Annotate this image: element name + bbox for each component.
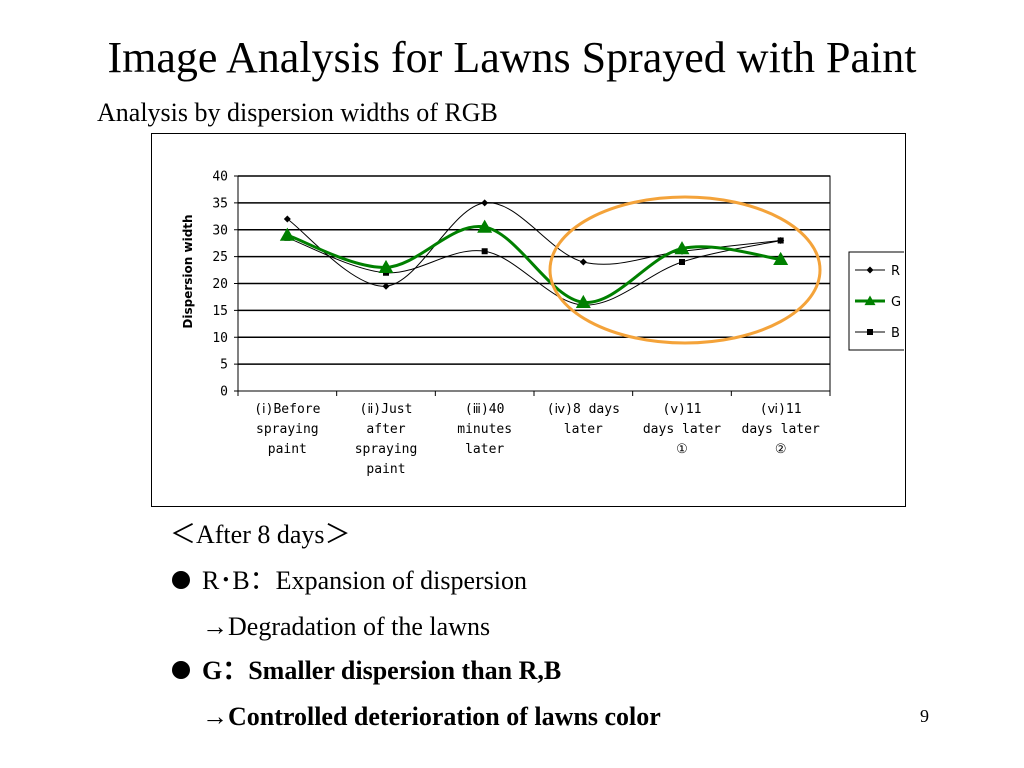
- data-point: [575, 294, 591, 308]
- bullet-item-rb: R･B：Expansion of dispersion: [172, 564, 527, 598]
- y-tick-label: 5: [220, 358, 228, 373]
- y-axis-label: Dispersion width: [181, 214, 195, 328]
- data-point: [674, 241, 690, 255]
- x-tick-label: (ⅳ)8 days later: [547, 402, 620, 437]
- y-tick-label: 40: [212, 170, 228, 185]
- bullet-heading: ＜After 8 days＞: [170, 520, 351, 549]
- highlight-ellipse: [548, 195, 822, 345]
- bullet-text: R･B：Expansion of dispersion: [202, 566, 527, 595]
- page-number: 9: [920, 706, 929, 726]
- y-tick-labels: 0 5 10 15 20 25 30 35 40: [212, 170, 228, 400]
- bullet-dot-icon: [172, 571, 190, 589]
- data-point: [579, 258, 587, 266]
- y-tick-label: 20: [212, 277, 228, 292]
- data-point: [382, 282, 390, 290]
- y-tick-label: 0: [220, 385, 228, 400]
- x-tick-labels: (ⅰ)Before spraying paint (ⅱ)Just after sprayi…: [254, 402, 820, 477]
- x-tick-label: (ⅲ)40 minutes later: [457, 402, 512, 457]
- bullet-text: G：Smaller dispersion than R,B: [202, 656, 562, 685]
- data-point: [777, 237, 784, 244]
- x-tick-label: (ⅴ)11 days later ①: [643, 402, 721, 457]
- y-tick-label: 35: [212, 196, 228, 211]
- legend: R G B: [848, 251, 904, 351]
- bullet-subtext: →Controlled deterioration of lawns color: [202, 702, 661, 731]
- bullet-dot-icon: [172, 661, 190, 679]
- series-lines: [279, 199, 789, 308]
- data-point: [864, 295, 876, 306]
- x-tick-label: (ⅱ)Just after spraying paint: [355, 402, 418, 477]
- x-tick-label: (ⅵ)11 days later ②: [742, 402, 820, 457]
- x-tick-label: (ⅰ)Before spraying paint: [254, 402, 320, 457]
- slide-subtitle: Analysis by dispersion widths of RGB: [97, 98, 498, 127]
- data-point: [867, 329, 873, 335]
- y-tick-label: 15: [212, 304, 228, 319]
- data-point: [283, 215, 291, 223]
- slide-title: Image Analysis for Lawns Sprayed with Pa…: [107, 33, 917, 82]
- data-point: [378, 259, 394, 273]
- data-point: [481, 199, 489, 207]
- data-point: [279, 227, 295, 241]
- data-point: [679, 259, 685, 265]
- chart-frame: 0 5 10 15 20 25 30 35 40 (ⅰ)Before spraying paint(…: [151, 133, 906, 507]
- y-tick-label: 25: [212, 250, 228, 265]
- y-tick-label: 30: [212, 223, 228, 238]
- legend-label: B: [891, 326, 900, 341]
- data-point: [481, 248, 488, 255]
- legend-label: R: [891, 264, 900, 279]
- data-point: [773, 251, 789, 265]
- series-line-b: [287, 237, 781, 306]
- data-point: [477, 219, 493, 233]
- data-point: [866, 266, 874, 274]
- bullet-subtext: →Degradation of the lawns: [202, 612, 491, 641]
- highlight-ellipse-shape: [548, 195, 822, 345]
- y-tick-label: 10: [212, 331, 228, 346]
- legend-label: G: [891, 295, 901, 310]
- series-line-g: [286, 225, 781, 304]
- bullet-item-g: G：Smaller dispersion than R,B: [172, 654, 561, 688]
